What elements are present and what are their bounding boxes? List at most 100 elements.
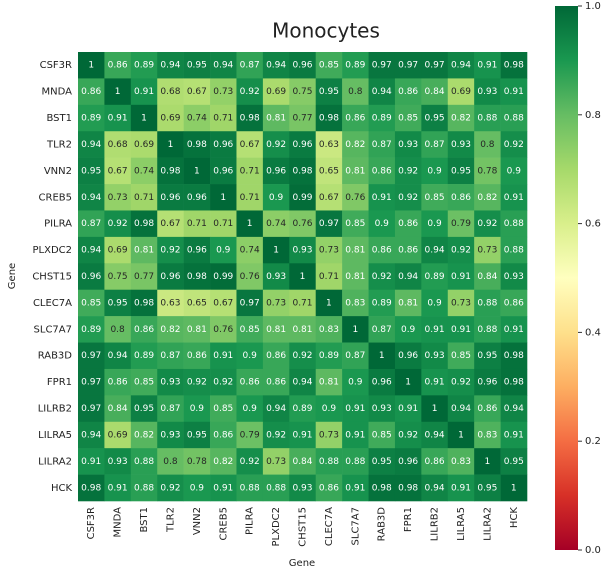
cell bbox=[157, 210, 184, 238]
cell bbox=[78, 78, 105, 106]
cell-label: 0.68 bbox=[160, 87, 180, 97]
cell-label: 0.91 bbox=[345, 483, 365, 493]
cell-label: 0.95 bbox=[108, 298, 128, 308]
cell bbox=[104, 421, 132, 449]
cell-label: 0.86 bbox=[398, 87, 418, 97]
cell-label: 0.91 bbox=[345, 430, 365, 440]
cell-label: 0.9 bbox=[322, 404, 337, 414]
cell bbox=[394, 421, 422, 449]
cell bbox=[368, 342, 396, 370]
cell-label: 0.9 bbox=[375, 219, 390, 229]
cell-label: 0.74 bbox=[240, 246, 260, 256]
cell-label: 0.95 bbox=[187, 61, 207, 71]
cell-label: 0.9 bbox=[269, 193, 284, 203]
cell-label: 0.9 bbox=[427, 166, 442, 176]
cell-label: 0.91 bbox=[504, 430, 524, 440]
cell bbox=[289, 52, 317, 79]
cell-label: 0.89 bbox=[81, 325, 101, 335]
cell bbox=[130, 104, 158, 132]
cell-label: 1 bbox=[220, 193, 226, 203]
cell bbox=[210, 104, 237, 132]
cell bbox=[394, 210, 422, 238]
cell bbox=[289, 236, 317, 264]
cell-label: 0.87 bbox=[81, 219, 101, 229]
cell-label: 0.91 bbox=[398, 404, 418, 414]
cell-label: 0.93 bbox=[160, 378, 180, 388]
cell-label: 0.69 bbox=[160, 114, 180, 124]
cell bbox=[78, 342, 105, 370]
cell-label: 0.98 bbox=[134, 298, 154, 308]
cell bbox=[104, 395, 132, 423]
cell bbox=[157, 289, 184, 317]
cell bbox=[210, 157, 237, 185]
cell bbox=[315, 342, 343, 370]
cell bbox=[315, 368, 343, 396]
cell bbox=[368, 474, 396, 502]
cell bbox=[157, 104, 184, 132]
x-axis-label: Gene bbox=[289, 558, 315, 569]
cell bbox=[447, 184, 475, 211]
cell-label: 0.81 bbox=[266, 325, 286, 335]
cell-label: 0.9 bbox=[348, 378, 363, 388]
cell-label: 0.69 bbox=[451, 87, 471, 97]
cell bbox=[78, 289, 105, 317]
cell-label: 0.78 bbox=[187, 457, 207, 467]
cell bbox=[262, 131, 290, 158]
cell bbox=[368, 368, 396, 396]
cell-label: 0.91 bbox=[504, 193, 524, 203]
cell-label: 0.93 bbox=[504, 272, 524, 282]
cell bbox=[394, 342, 422, 370]
cell bbox=[236, 104, 264, 132]
x-tick-label: VNN2 bbox=[192, 507, 203, 535]
cell bbox=[78, 52, 105, 79]
cell bbox=[447, 474, 475, 502]
cell-label: 0.86 bbox=[81, 87, 101, 97]
cell bbox=[104, 474, 132, 502]
cell-label: 0.86 bbox=[477, 404, 497, 414]
cell-label: 0.98 bbox=[504, 351, 524, 361]
cell-label: 0.91 bbox=[425, 378, 445, 388]
cell bbox=[342, 104, 369, 132]
cell-label: 0.92 bbox=[160, 483, 180, 493]
cell-label: 0.73 bbox=[319, 430, 339, 440]
cell-label: 0.91 bbox=[425, 325, 445, 335]
cell-label: 0.73 bbox=[319, 246, 339, 256]
cell bbox=[157, 157, 184, 185]
cell bbox=[315, 157, 343, 185]
cell-label: 0.94 bbox=[81, 140, 101, 150]
cell-label: 0.85 bbox=[425, 193, 445, 203]
cell bbox=[183, 263, 211, 291]
cell-label: 0.67 bbox=[187, 87, 207, 97]
x-tick-label: LILRA5 bbox=[456, 507, 467, 541]
cell bbox=[104, 78, 132, 106]
cell-label: 0.8 bbox=[480, 140, 495, 150]
cell bbox=[236, 263, 264, 291]
x-tick-label: PLXDC2 bbox=[271, 507, 282, 547]
cell-label: 0.86 bbox=[451, 193, 471, 203]
colorbar-tick-label: 1.0 bbox=[585, 1, 601, 12]
cell bbox=[104, 342, 132, 370]
cell bbox=[104, 157, 132, 185]
cell bbox=[183, 157, 211, 185]
cell bbox=[183, 52, 211, 79]
colorbar-tick-label: 0.4 bbox=[585, 327, 601, 338]
cell bbox=[368, 210, 396, 238]
cell-label: 0.94 bbox=[266, 61, 286, 71]
cell-label: 1 bbox=[458, 430, 464, 440]
cell bbox=[130, 157, 158, 185]
cell bbox=[157, 448, 184, 475]
y-tick-label: CHST15 bbox=[32, 272, 72, 283]
cell-label: 0.95 bbox=[504, 457, 524, 467]
cell-label: 0.87 bbox=[372, 325, 392, 335]
cell-label: 0.9 bbox=[401, 325, 416, 335]
cell-label: 0.88 bbox=[134, 457, 154, 467]
cell-label: 0.63 bbox=[160, 298, 180, 308]
cell-label: 0.68 bbox=[108, 140, 128, 150]
cell-label: 0.94 bbox=[81, 246, 101, 256]
cell bbox=[447, 421, 475, 449]
cell bbox=[183, 104, 211, 132]
cell bbox=[500, 263, 528, 291]
cell-label: 0.96 bbox=[187, 193, 207, 203]
cell bbox=[394, 52, 422, 79]
cell-label: 0.63 bbox=[319, 140, 339, 150]
